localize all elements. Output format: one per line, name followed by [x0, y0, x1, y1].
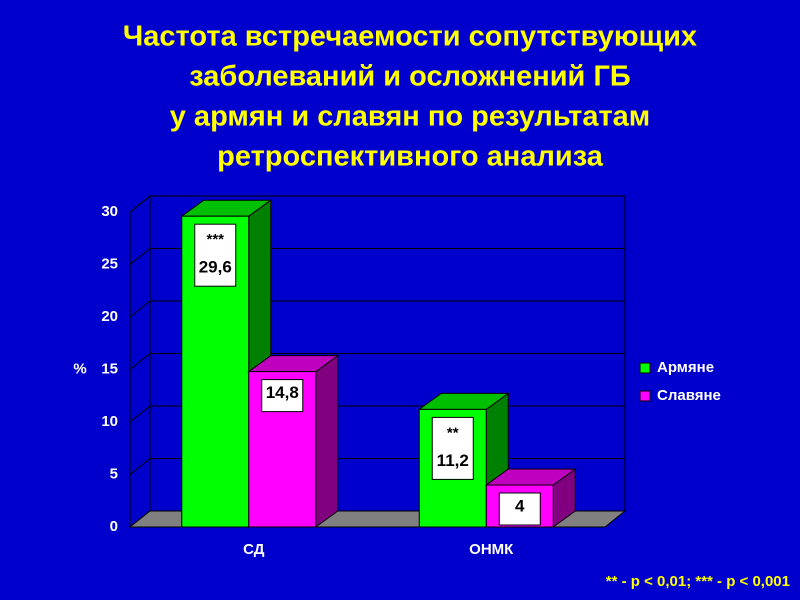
y-tick-label: 0 — [110, 518, 118, 535]
legend-label: Армяне — [657, 359, 714, 376]
y-tick-label: 25 — [101, 255, 118, 272]
y-tick-label: 20 — [101, 308, 118, 325]
value-label: 11,2 — [437, 451, 469, 470]
chart-title-line: Частота встречаемости сопутствующих — [123, 21, 697, 53]
grid-line — [129, 195, 625, 213]
y-tick-label: 15 — [101, 360, 118, 377]
grid-line — [129, 353, 625, 370]
value-label: 4 — [515, 496, 525, 515]
y-tick-label: 5 — [110, 465, 118, 482]
bar-side — [315, 354, 339, 528]
x-tick-label: ОНМК — [469, 541, 514, 558]
chart-title-line: у армян и славян по результатам — [170, 101, 650, 133]
grid-line — [129, 248, 625, 265]
value-label-box — [431, 416, 474, 480]
legend-swatch — [639, 362, 651, 374]
x-tick-label: СД — [243, 541, 265, 558]
value-label-box — [194, 223, 237, 287]
value-label-box — [261, 379, 304, 413]
y-tick-label: 30 — [101, 203, 118, 220]
value-label: 29,6 — [199, 258, 232, 277]
grid-line — [129, 300, 625, 318]
significance-label: ** — [447, 424, 459, 441]
legend-swatch — [639, 390, 651, 402]
chart-title: Частота встречаемости сопутствующих забол… — [123, 21, 697, 173]
chart-title-line: ретроспективного анализа — [217, 141, 604, 173]
chart-title-line: заболеваний и осложнений ГБ — [189, 61, 630, 93]
significance-label: *** — [206, 231, 224, 248]
y-tick-label: 10 — [101, 413, 118, 430]
value-label-box — [498, 492, 541, 526]
legend-label: Славяне — [657, 387, 721, 404]
footnote: ** - p < 0,01; *** - p < 0,001 — [606, 573, 790, 590]
value-label: 14,8 — [266, 383, 299, 402]
y-axis-label: % — [73, 360, 86, 377]
